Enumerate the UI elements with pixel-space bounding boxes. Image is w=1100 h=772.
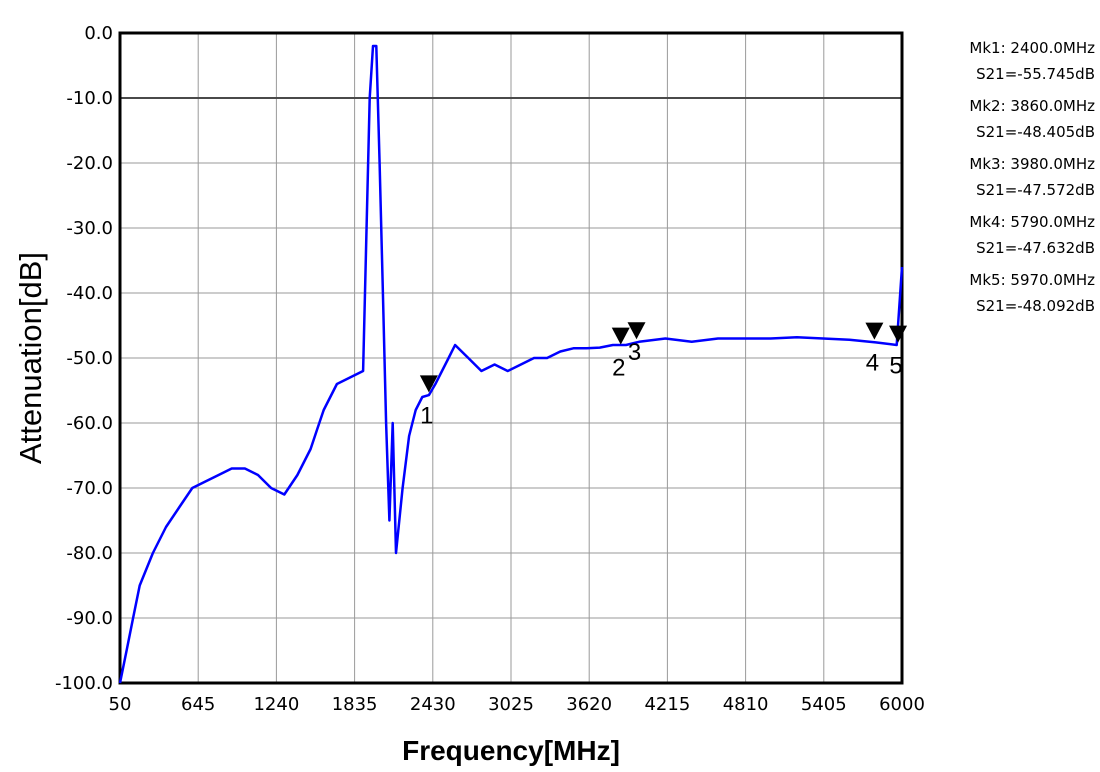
x-tick-label: 4810 <box>723 694 769 715</box>
series-line <box>118 44 904 684</box>
readout-marker-freq: Mk5: 5970.0MHz <box>969 271 1095 289</box>
x-tick-label: 3620 <box>566 694 612 715</box>
marker-label-1: 1 <box>420 402 433 429</box>
marker-readout-panel: Mk1: 2400.0MHz S21=-55.745dB Mk2: 3860.0MH… <box>905 35 1095 325</box>
x-tick-label: 645 <box>181 694 215 715</box>
readout-marker-s21: S21=-47.572dB <box>976 181 1095 199</box>
y-tick-label: -40.0 <box>66 283 113 304</box>
readout-marker-s21: S21=-47.632dB <box>976 239 1095 257</box>
x-tick-label: 5405 <box>801 694 847 715</box>
y-tick-label: -20.0 <box>66 153 113 174</box>
readout-marker-freq: Mk3: 3980.0MHz <box>969 155 1095 173</box>
plot-frame <box>118 31 904 685</box>
y-tick-label: -60.0 <box>66 413 113 434</box>
marker-triangle-5 <box>889 325 908 343</box>
x-tick-label: 50 <box>109 694 132 715</box>
marker-label-4: 4 <box>866 350 879 377</box>
x-tick-label: 3025 <box>488 694 534 715</box>
marker-triangle-2 <box>611 327 630 345</box>
marker-triangle-1 <box>419 375 438 393</box>
y-tick-label: -90.0 <box>66 608 113 629</box>
y-tick-label: -10.0 <box>66 88 113 109</box>
marker-group: 1 23 4 5 <box>419 322 908 429</box>
marker-label-2: 2 <box>612 355 625 382</box>
readout-marker-freq: Mk1: 2400.0MHz <box>969 39 1095 57</box>
readout-marker-s21: S21=-48.092dB <box>976 297 1095 315</box>
y-tick-label: -70.0 <box>66 478 113 499</box>
readout-marker-s21: S21=-55.745dB <box>976 65 1095 83</box>
x-tick-label: 2430 <box>410 694 456 715</box>
readout-marker-freq: Mk2: 3860.0MHz <box>969 97 1095 115</box>
readout-marker-freq: Mk4: 5790.0MHz <box>969 213 1095 231</box>
x-tick-labels: 50 645 1240 1835 2430 3025 3620 4215 4810 5405 600… <box>109 694 925 715</box>
y-axis-label: Attenuation[dB] <box>13 252 48 464</box>
x-tick-label: 1240 <box>253 694 299 715</box>
marker-triangle-4 <box>865 322 884 340</box>
readout-marker-s21: S21=-48.405dB <box>976 123 1095 141</box>
x-axis-label: Frequency[MHz] <box>402 735 620 766</box>
y-tick-label: -100.0 <box>55 673 113 694</box>
marker-triangle-3 <box>627 322 646 340</box>
x-tick-label: 1835 <box>332 694 378 715</box>
y-tick-label: 0.0 <box>84 23 113 44</box>
y-tick-label: -50.0 <box>66 348 113 369</box>
marker-label-3: 3 <box>628 339 641 366</box>
x-tick-label: 4215 <box>644 694 690 715</box>
y-tick-label: -80.0 <box>66 543 113 564</box>
y-tick-labels: 0.0 -10.0 -20.0 -30.0 -40.0 -50.0 -60.0 -70.0 -8… <box>55 23 113 694</box>
y-tick-label: -30.0 <box>66 218 113 239</box>
chart-grid <box>120 33 902 683</box>
marker-label-5: 5 <box>889 353 902 380</box>
x-tick-label: 6000 <box>879 694 925 715</box>
